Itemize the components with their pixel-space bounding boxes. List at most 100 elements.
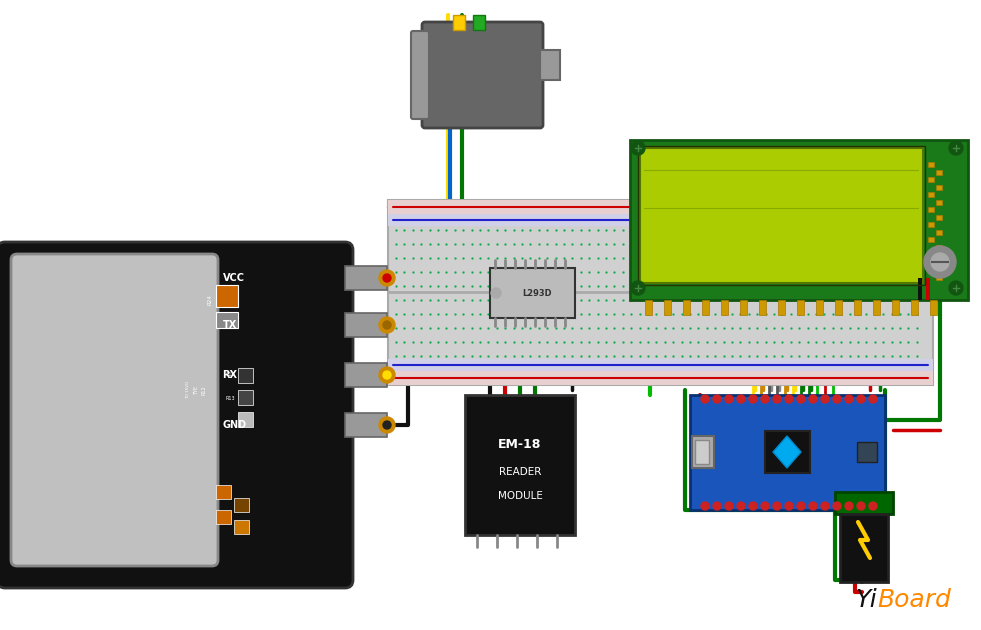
Circle shape (737, 502, 745, 510)
Bar (237, 368, 253, 383)
Bar (216, 485, 231, 499)
Text: TYE: TYE (194, 386, 199, 394)
Bar (928, 237, 934, 242)
Bar (892, 300, 899, 315)
Bar (388, 359, 933, 371)
Bar (936, 169, 942, 175)
Circle shape (761, 502, 769, 510)
FancyBboxPatch shape (422, 22, 543, 128)
Bar (216, 510, 231, 524)
Circle shape (773, 502, 781, 510)
Bar (759, 300, 766, 315)
Text: TO 15VO: TO 15VO (185, 381, 189, 399)
Circle shape (845, 502, 853, 510)
Circle shape (713, 395, 721, 403)
Text: R12: R12 (202, 385, 207, 395)
Bar (630, 140, 968, 300)
Text: TX: TX (223, 320, 236, 330)
Bar (388, 200, 933, 385)
Bar (936, 214, 942, 219)
Circle shape (857, 395, 865, 403)
Circle shape (379, 270, 395, 286)
Text: Yi: Yi (855, 588, 877, 612)
Circle shape (725, 502, 733, 510)
Bar (936, 244, 942, 249)
Bar (928, 207, 934, 212)
Bar (702, 300, 709, 315)
Bar (928, 222, 934, 227)
Bar (345, 413, 387, 437)
Bar (645, 300, 652, 315)
Circle shape (949, 281, 963, 295)
Bar (345, 363, 387, 387)
Bar (638, 146, 925, 285)
Bar (453, 15, 465, 30)
Circle shape (383, 371, 391, 379)
Bar (918, 278, 922, 300)
Bar (237, 390, 253, 405)
Bar (345, 266, 387, 290)
Text: R13: R13 (226, 396, 235, 401)
Circle shape (809, 395, 817, 403)
Circle shape (491, 288, 501, 298)
Circle shape (924, 246, 956, 278)
Circle shape (869, 502, 877, 510)
Circle shape (857, 502, 865, 510)
Circle shape (749, 395, 757, 403)
Bar (233, 498, 249, 512)
Circle shape (379, 417, 395, 433)
FancyBboxPatch shape (11, 254, 218, 566)
Bar (936, 200, 942, 205)
Bar (928, 252, 934, 257)
Bar (928, 177, 934, 182)
Circle shape (821, 395, 829, 403)
Bar (664, 300, 671, 315)
Circle shape (725, 395, 733, 403)
Polygon shape (773, 436, 801, 468)
Bar (928, 192, 934, 197)
Circle shape (631, 141, 645, 155)
Bar (473, 15, 485, 30)
Bar (216, 312, 237, 328)
Bar (854, 300, 861, 315)
Bar (237, 412, 253, 427)
Bar (930, 300, 937, 315)
Circle shape (833, 502, 841, 510)
Text: MODULE: MODULE (497, 491, 542, 501)
FancyBboxPatch shape (0, 242, 353, 588)
Bar (216, 285, 237, 307)
Bar (233, 520, 249, 534)
Circle shape (701, 395, 709, 403)
Circle shape (631, 281, 645, 295)
Bar (936, 185, 942, 190)
Bar (873, 300, 880, 315)
Text: C16: C16 (226, 372, 235, 377)
Circle shape (701, 502, 709, 510)
Circle shape (737, 395, 745, 403)
Text: VCC: VCC (223, 273, 244, 283)
FancyBboxPatch shape (411, 31, 429, 119)
Bar (540, 50, 560, 80)
Bar (695, 440, 709, 464)
Bar (816, 300, 823, 315)
Circle shape (383, 421, 391, 429)
Circle shape (383, 274, 391, 282)
Circle shape (809, 502, 817, 510)
Bar (692, 436, 714, 468)
Circle shape (821, 502, 829, 510)
Bar (740, 300, 747, 315)
Text: Board: Board (877, 588, 951, 612)
Text: READER: READER (498, 467, 542, 477)
Bar (345, 313, 387, 337)
Bar (840, 514, 888, 582)
Bar (388, 200, 933, 214)
Bar (928, 267, 934, 272)
Text: RX: RX (223, 370, 237, 380)
Bar (835, 492, 893, 514)
Circle shape (931, 253, 949, 271)
Circle shape (797, 395, 805, 403)
Circle shape (379, 317, 395, 333)
Bar (388, 371, 933, 385)
Bar (388, 214, 933, 226)
Text: GND: GND (223, 420, 247, 430)
